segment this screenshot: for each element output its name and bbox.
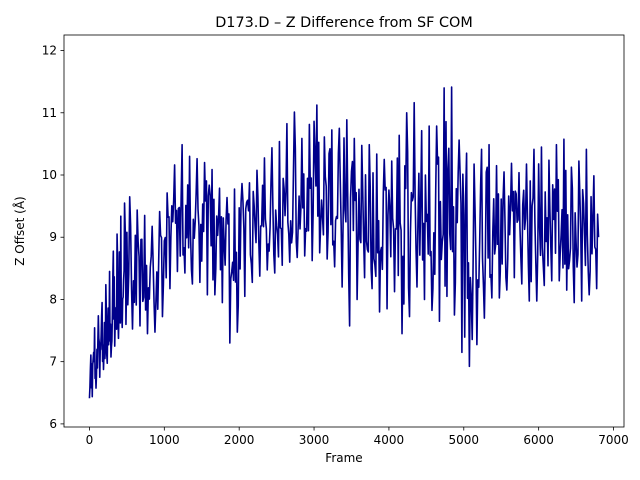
x-tick-label: 7000: [598, 433, 629, 447]
y-tick-label: 9: [49, 230, 57, 244]
y-tick-label: 6: [49, 417, 57, 431]
x-tick-label: 1000: [149, 433, 180, 447]
chart-title: D173.D – Z Difference from SF COM: [215, 15, 473, 31]
y-axis: 6 7 8 9 10 11 12: [42, 44, 64, 431]
y-tick-label: 7: [49, 355, 57, 369]
x-tick-label: 3000: [299, 433, 330, 447]
series-line: [88, 86, 600, 399]
x-tick-label: 4000: [374, 433, 405, 447]
y-tick-label: 11: [42, 106, 57, 120]
x-tick-label: 2000: [224, 433, 255, 447]
x-tick-label: 0: [86, 433, 94, 447]
x-tick-label: 6000: [523, 433, 554, 447]
plot-frame: [63, 34, 625, 428]
y-tick-label: 8: [49, 292, 57, 306]
x-axis-title: Frame: [325, 451, 362, 465]
y-tick-label: 12: [42, 44, 57, 58]
x-tick-label: 5000: [449, 433, 480, 447]
y-tick-label: 10: [42, 168, 57, 182]
y-axis-title: Z Offset (Å): [12, 196, 27, 265]
x-axis: 0 1000 2000 3000 4000 5000 6000 7000: [86, 427, 629, 447]
series-layer: [88, 86, 600, 399]
